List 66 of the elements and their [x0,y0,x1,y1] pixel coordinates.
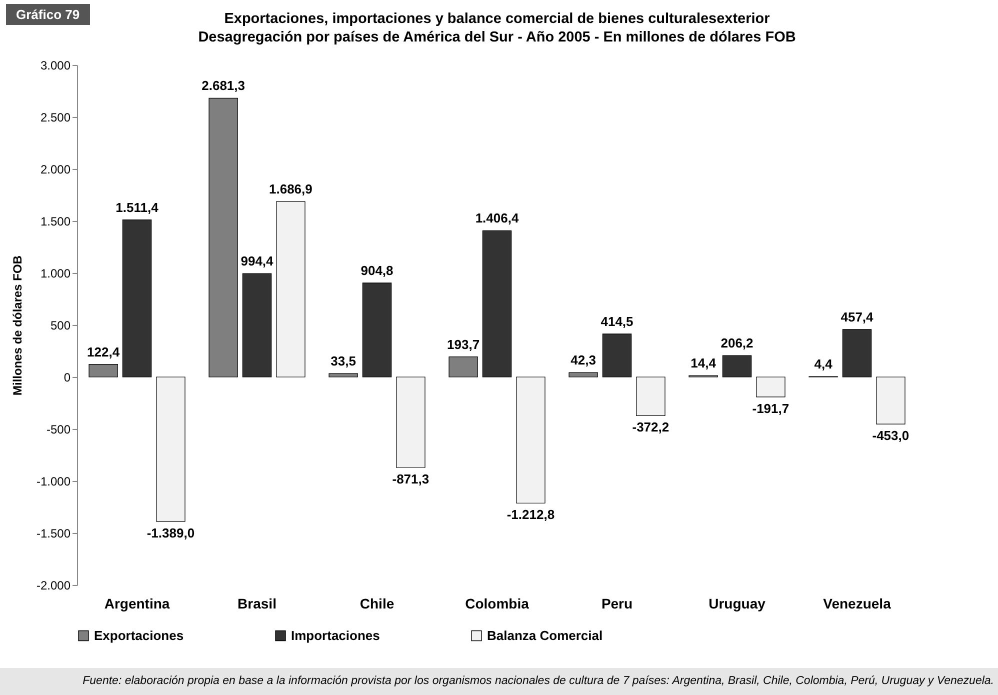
y-tick-label: -1.500 [36,526,71,540]
bar [722,355,752,378]
data-label: 1.686,9 [268,182,312,197]
data-label: 457,4 [840,309,874,324]
bar [328,373,358,378]
data-label: 904,8 [360,262,394,278]
x-tick-label: Venezuela [823,596,892,612]
bar [448,356,478,378]
data-label: -1.212,8 [506,507,555,522]
y-tick-label: 0 [64,370,71,384]
bar [636,376,666,416]
data-label: 33,5 [330,354,356,369]
bar [842,329,872,378]
chart-title: Exportaciones, importaciones y balance comercial de bienes culturalesexterior [224,11,770,27]
x-tick-label: Peru [601,596,633,612]
x-tick-label: Colombia [465,596,530,612]
data-label: -453,0 [872,428,910,444]
bar [242,273,272,378]
bar [362,282,392,378]
bar [122,220,152,378]
text: Gráfico 79 [6,4,90,25]
bar [516,376,546,504]
source-note: Fuente: elaboración propia en base a la información provista por los organismos nacionales de cultura de 7 países: Argentina, Brasil, Chile, Colombia, Perú, Uruguay y Venezuela. [0,668,998,695]
y-tick-label: 500 [50,318,71,332]
data-label: -871,3 [392,472,430,487]
data-label: 414,5 [600,314,634,329]
y-tick-label: 3.000 [40,58,71,72]
y-tick-label: 2.500 [40,110,71,124]
bar [568,372,598,378]
bar [208,98,238,378]
data-label: 994,4 [240,254,274,269]
bar [756,376,786,398]
bar [876,376,906,424]
y-tick-label: 1.500 [40,214,71,228]
data-label: 42,3 [570,352,596,368]
y-tick-label: 2.000 [40,162,71,176]
x-tick-label: Chile [360,596,394,612]
data-label: 1.406,4 [475,210,520,226]
data-label: 2.681,3 [202,78,246,94]
bar [482,230,512,378]
data-label: -191,7 [752,400,790,416]
y-axis-title: Millones de dólares FOB [10,255,24,396]
legend-label: Exportaciones [94,628,184,643]
x-tick-label: Argentina [104,596,170,612]
bar [602,334,632,378]
data-label: 14,4 [690,356,717,370]
data-label: 4,4 [814,356,834,372]
chart-subtitle: Desagregación por países de América del Sur - Año 2005 - En millones de dólares FOB [198,30,796,46]
data-label: 193,7 [447,336,480,352]
y-tick-label: -500 [46,422,71,436]
y-tick-label: 1.000 [40,266,71,280]
x-tick-label: Uruguay [708,596,766,612]
legend-label: Balanza Comercial [487,628,603,643]
data-label: 122,4 [87,344,120,360]
data-label: -372,2 [632,420,670,435]
bar [156,376,186,522]
legend-label: Importaciones [291,628,380,643]
bar [276,201,306,378]
y-tick-label: -1.000 [36,474,71,488]
y-tick-label: -2.000 [36,578,71,592]
data-label: 206,2 [720,336,754,351]
data-label: 1.511,4 [116,200,160,215]
bar [396,376,426,468]
data-label: -1.389,0 [146,525,195,540]
bar [88,364,118,378]
x-tick-label: Brasil [238,596,276,612]
